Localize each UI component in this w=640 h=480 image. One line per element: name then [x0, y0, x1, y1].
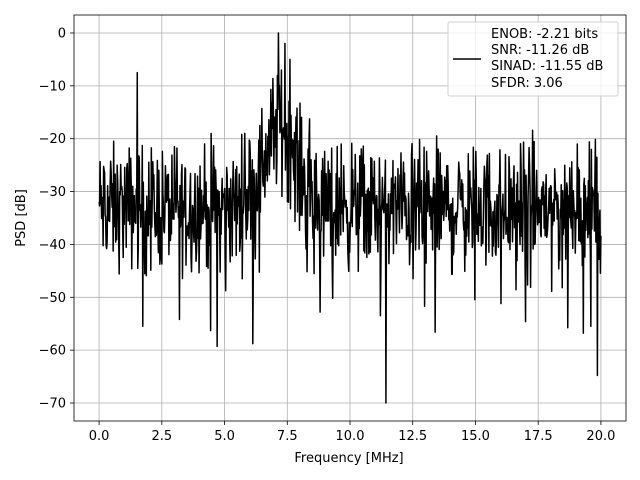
psd-series-line	[98, 32, 602, 404]
y-tick-label: −10	[39, 79, 66, 94]
legend-enob: ENOB: -2.21 bits	[491, 27, 598, 42]
y-tick-label: −30	[39, 185, 66, 200]
x-tick-label: 0.0	[89, 429, 110, 444]
x-tick-label: 2.5	[151, 429, 172, 444]
y-tick-label: 0	[58, 26, 66, 41]
legend-snr: SNR: -11.26 dB	[491, 43, 589, 58]
x-axis-ticks: 0.0 2.5 5.0 7.5 10.0 12.5 15.0 17.5 20.0	[89, 421, 615, 444]
x-tick-label: 7.5	[277, 429, 298, 444]
y-tick-label: −70	[39, 397, 66, 412]
y-axis-label: PSD [dB]	[14, 189, 29, 247]
series-layer	[98, 32, 602, 404]
legend-sfdr: SFDR: 3.06	[491, 76, 563, 91]
x-tick-label: 12.5	[398, 429, 427, 444]
x-tick-label: 5.0	[214, 429, 235, 444]
y-tick-label: −50	[39, 291, 66, 306]
x-tick-label: 10.0	[336, 429, 365, 444]
x-tick-label: 17.5	[524, 429, 553, 444]
y-tick-label: −40	[39, 238, 66, 253]
legend-sinad: SINAD: -11.55 dB	[491, 59, 603, 74]
plot-frame	[73, 14, 627, 422]
legend-box	[447, 21, 619, 97]
y-tick-label: −20	[39, 132, 66, 147]
y-tick-label: −60	[39, 344, 66, 359]
legend: ENOB: -2.21 bits SNR: -11.26 dB SINAD: -…	[447, 21, 619, 97]
y-axis-ticks: 0 −10 −20 −30 −40 −50 −60 −70	[39, 26, 74, 412]
x-tick-label: 20.0	[586, 429, 615, 444]
x-tick-label: 15.0	[461, 429, 490, 444]
x-axis-label: Frequency [MHz]	[294, 451, 403, 466]
